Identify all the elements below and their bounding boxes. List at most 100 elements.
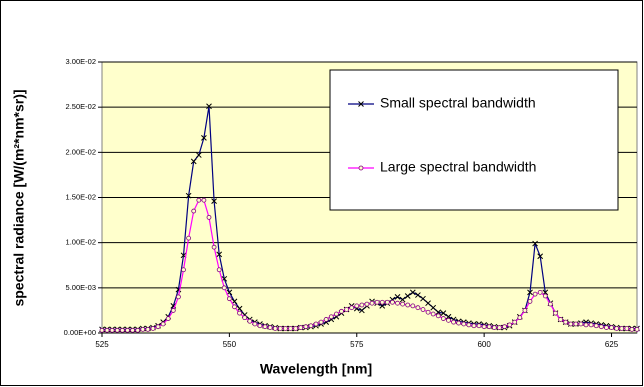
marker xyxy=(216,251,223,258)
marker xyxy=(216,267,222,273)
marker xyxy=(461,321,467,327)
marker xyxy=(242,315,248,321)
marker xyxy=(283,326,288,331)
marker xyxy=(430,311,436,317)
marker xyxy=(404,293,411,299)
marker xyxy=(486,324,492,330)
marker xyxy=(221,285,227,291)
marker xyxy=(517,315,523,321)
marker xyxy=(405,302,411,308)
marker xyxy=(425,300,431,307)
marker xyxy=(206,214,212,220)
marker xyxy=(629,326,635,332)
marker xyxy=(109,327,115,333)
marker xyxy=(440,310,447,316)
marker xyxy=(247,318,253,324)
marker xyxy=(527,298,533,304)
marker xyxy=(542,289,549,296)
marker xyxy=(181,267,186,273)
marker xyxy=(497,325,502,330)
marker xyxy=(176,294,181,300)
marker xyxy=(318,319,324,325)
marker xyxy=(267,325,273,330)
x-tick-label: 600 xyxy=(477,340,491,349)
marker xyxy=(339,308,344,314)
marker xyxy=(390,299,395,305)
marker xyxy=(614,326,620,331)
marker xyxy=(323,317,329,322)
marker xyxy=(201,135,207,141)
x-tick-label: 550 xyxy=(223,340,237,349)
marker xyxy=(354,303,360,309)
marker xyxy=(563,319,569,325)
marker xyxy=(502,324,507,330)
marker xyxy=(349,305,355,311)
marker xyxy=(140,326,146,332)
marker xyxy=(170,308,176,313)
x-axis-title: Wavelength [nm] xyxy=(260,361,372,377)
marker xyxy=(160,321,166,327)
marker xyxy=(308,323,314,329)
marker xyxy=(476,323,482,329)
marker xyxy=(445,313,452,320)
marker xyxy=(553,310,558,316)
marker xyxy=(522,308,528,313)
marker xyxy=(456,320,462,326)
marker xyxy=(257,323,263,329)
marker xyxy=(481,324,487,330)
series-line xyxy=(102,199,637,331)
marker xyxy=(191,208,197,214)
marker xyxy=(165,316,171,321)
marker xyxy=(201,197,207,203)
marker xyxy=(395,300,400,306)
y-tick-label: 0.00E+00 xyxy=(64,328,96,337)
marker xyxy=(272,326,278,331)
marker xyxy=(399,296,406,303)
legend-label: Small spectral bandwidth xyxy=(380,95,536,111)
marker xyxy=(593,323,599,329)
marker xyxy=(155,324,161,330)
legend xyxy=(329,69,619,211)
marker xyxy=(313,321,319,327)
marker xyxy=(415,292,421,298)
marker xyxy=(471,323,477,329)
marker xyxy=(206,103,212,110)
marker xyxy=(573,321,579,327)
marker xyxy=(568,321,574,327)
marker xyxy=(379,299,385,305)
marker xyxy=(394,294,401,300)
marker xyxy=(114,327,120,333)
marker xyxy=(298,325,304,330)
y-tick-label: 3.00E-02 xyxy=(66,57,96,66)
marker xyxy=(237,310,242,316)
marker xyxy=(119,327,125,333)
marker xyxy=(532,240,538,247)
marker xyxy=(451,319,456,325)
x-tick-label: 575 xyxy=(350,340,364,349)
marker xyxy=(542,293,548,299)
marker xyxy=(196,197,202,203)
marker xyxy=(369,300,375,306)
marker xyxy=(104,327,110,333)
legend-marker xyxy=(358,165,364,171)
y-tick-label: 1.50E-02 xyxy=(66,192,96,201)
marker xyxy=(558,317,563,322)
marker xyxy=(435,309,442,316)
marker xyxy=(624,326,630,331)
marker xyxy=(186,235,192,241)
marker xyxy=(359,307,365,314)
marker xyxy=(527,289,533,296)
marker xyxy=(415,305,421,311)
marker xyxy=(440,316,446,321)
marker xyxy=(190,158,197,165)
marker xyxy=(598,324,604,330)
marker xyxy=(288,326,293,331)
legend-marker xyxy=(358,101,364,107)
marker xyxy=(185,192,192,199)
marker xyxy=(578,321,584,327)
marker xyxy=(604,325,609,330)
marker xyxy=(135,327,141,333)
marker xyxy=(583,322,589,328)
marker xyxy=(211,198,217,204)
